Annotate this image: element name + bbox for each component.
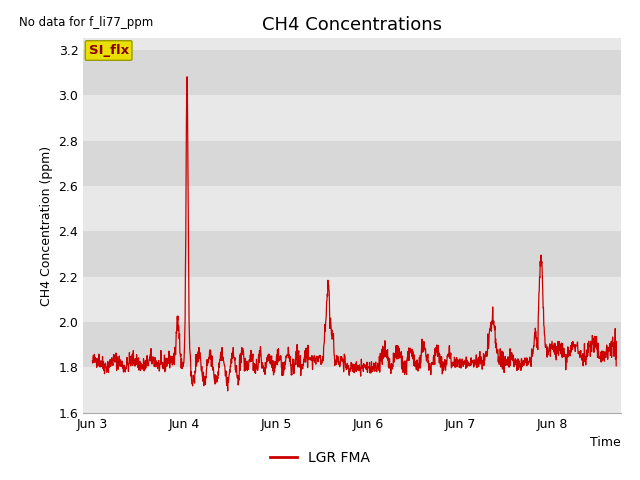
Text: No data for f_li77_ppm: No data for f_li77_ppm (19, 16, 153, 29)
X-axis label: Time: Time (590, 436, 621, 449)
Bar (83, 367, 621, 413)
Bar (83, 141, 621, 186)
Bar (83, 231, 621, 276)
Title: CH4 Concentrations: CH4 Concentrations (262, 16, 442, 34)
Bar (83, 50, 621, 95)
Legend: LGR FMA: LGR FMA (264, 445, 376, 471)
Bar (83, 276, 621, 322)
Bar (83, 322, 621, 367)
Bar (83, 186, 621, 231)
Bar (83, 95, 621, 141)
Text: SI_flx: SI_flx (88, 44, 129, 57)
Y-axis label: CH4 Concentration (ppm): CH4 Concentration (ppm) (40, 145, 53, 306)
